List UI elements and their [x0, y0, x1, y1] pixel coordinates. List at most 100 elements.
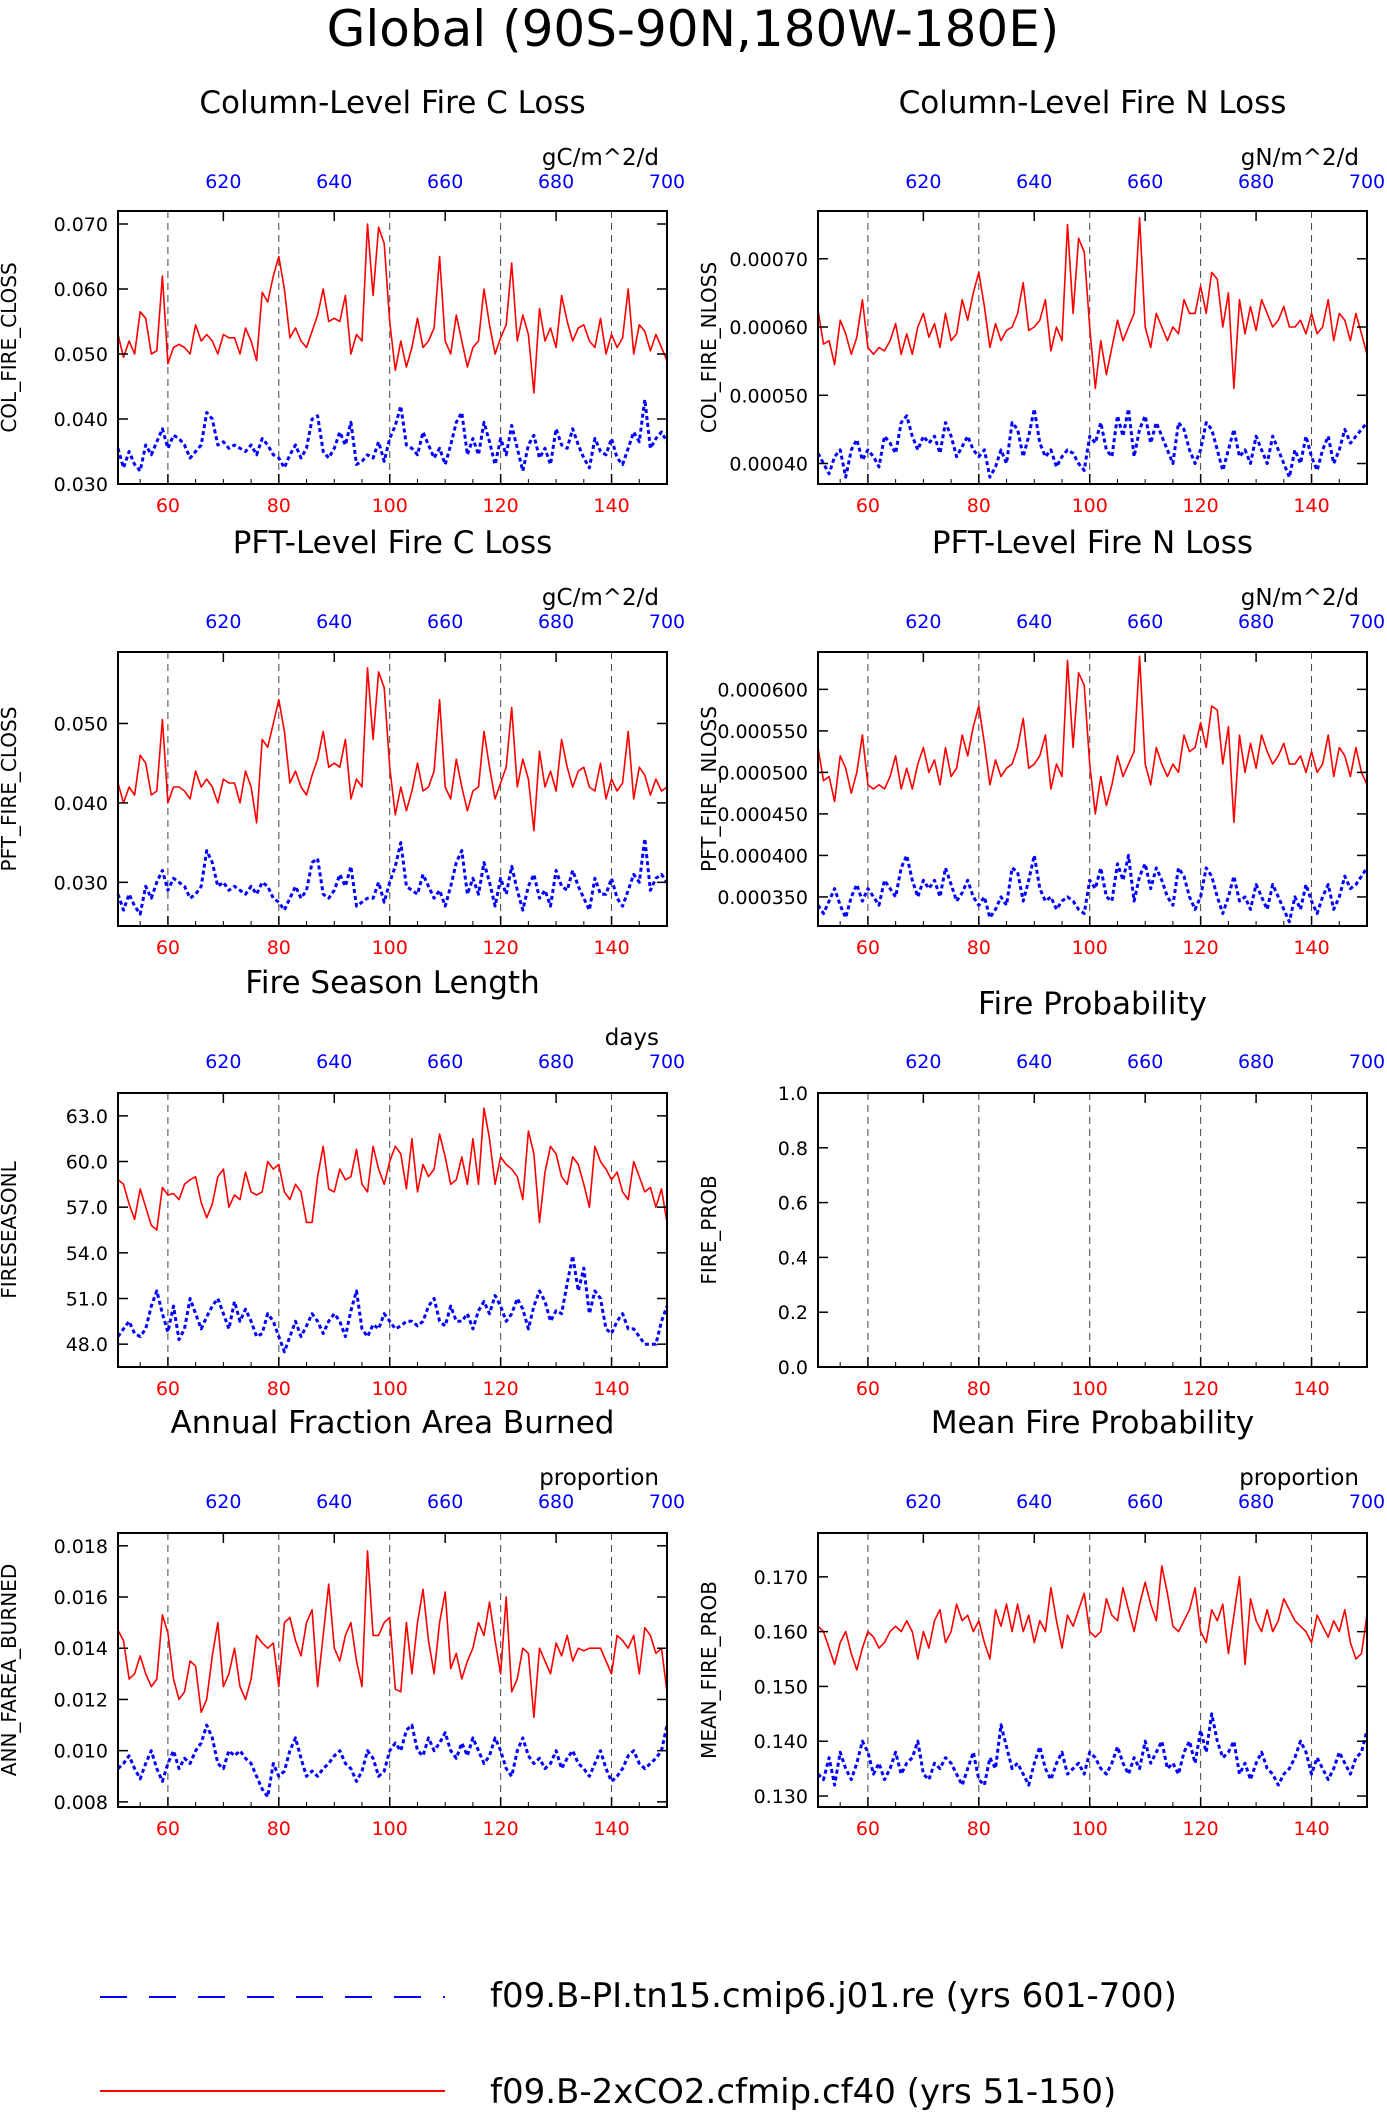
top-x-tick-label: 700: [649, 611, 685, 633]
top-x-tick-label: 680: [1238, 1491, 1274, 1513]
top-x-tick-label: 640: [1016, 611, 1052, 633]
x-tick-label: 80: [267, 937, 291, 959]
x-tick-label: 100: [372, 937, 408, 959]
top-x-tick-label: 660: [1127, 1491, 1163, 1513]
top-x-tick-label: 660: [427, 1491, 463, 1513]
y-tick-label: 0.2: [778, 1302, 808, 1324]
y-tick-label: 0.050: [54, 713, 108, 735]
chart-panel: PFT-Level Fire C Loss gC/m^2/d PFT_FIRE_CL…: [0, 525, 685, 959]
chart-panel: Annual Fraction Area Burned proportion ANN…: [0, 1405, 685, 1840]
plot-frame: [817, 1532, 1368, 1808]
chart-panels: Column-Level Fire C Loss gC/m^2/d COL_FIRE…: [0, 85, 1385, 1840]
x-tick-label: 140: [593, 495, 629, 517]
chart-panel: Fire Season Length days FIRESEASONL 60 80 100…: [0, 965, 685, 1400]
y-tick-label: 0.00040: [729, 454, 808, 476]
units-label: gN/m^2/d: [1241, 145, 1359, 171]
x-tick-label: 80: [967, 937, 991, 959]
y-axis-label: FIRE_PROB: [697, 1175, 721, 1284]
y-tick-label: 0.000500: [717, 762, 808, 784]
y-tick-label: 0.170: [754, 1567, 808, 1589]
x-tick-label: 140: [1293, 1378, 1329, 1400]
y-tick-label: 0.00050: [729, 385, 808, 407]
chart-title: Fire Season Length: [245, 965, 539, 1001]
top-x-tick-label: 680: [1238, 1051, 1274, 1073]
top-x-tick-label: 680: [538, 611, 574, 633]
y-tick-label: 0.160: [754, 1622, 808, 1644]
top-x-tick-label: 660: [427, 611, 463, 633]
y-tick-label: 0.040: [54, 793, 108, 815]
y-tick-label: 0.014: [54, 1638, 108, 1660]
x-tick-label: 140: [1293, 495, 1329, 517]
top-x-tick-label: 620: [905, 171, 941, 193]
y-tick-label: 0.008: [54, 1792, 108, 1814]
top-x-tick-label: 640: [316, 611, 352, 633]
y-tick-label: 57.0: [66, 1197, 108, 1219]
x-tick-label: 120: [1183, 1818, 1219, 1840]
top-x-tick-label: 680: [1238, 611, 1274, 633]
series-line-pi: [116, 1723, 669, 1799]
top-x-tick-label: 640: [316, 171, 352, 193]
y-tick-label: 0.6: [778, 1193, 808, 1215]
series-line-pi: [816, 1712, 1369, 1787]
y-tick-label: 1.0: [778, 1083, 808, 1105]
x-tick-label: 60: [856, 1818, 880, 1840]
chart-panel: Fire Probability FIRE_PROB 60 80 100 120 140 62…: [697, 986, 1385, 1400]
top-x-tick-label: 660: [1127, 611, 1163, 633]
y-axis-label: PFT_FIRE_NLOSS: [697, 706, 721, 872]
y-tick-label: 60.0: [66, 1152, 108, 1174]
chart-panel: PFT-Level Fire N Loss gN/m^2/d PFT_FIRE_NL…: [697, 525, 1385, 959]
x-tick-label: 120: [483, 937, 519, 959]
series-line-2xco2: [117, 223, 668, 394]
units-label: gC/m^2/d: [542, 585, 659, 611]
x-tick-label: 100: [1072, 937, 1108, 959]
x-tick-label: 140: [593, 937, 629, 959]
x-tick-label: 100: [1072, 495, 1108, 517]
x-tick-label: 60: [156, 1378, 180, 1400]
top-x-tick-label: 680: [538, 1491, 574, 1513]
y-tick-label: 0.00070: [729, 249, 808, 271]
top-x-tick-label: 700: [649, 171, 685, 193]
chart-panel: Mean Fire Probability proportion MEAN_FIRE…: [697, 1405, 1385, 1840]
series-line-2xco2: [117, 1550, 668, 1719]
units-label: gN/m^2/d: [1241, 585, 1359, 611]
y-axis-label: ANN_FAREA_BURNED: [0, 1564, 21, 1776]
plot-frame: [117, 651, 668, 927]
x-tick-label: 120: [483, 495, 519, 517]
top-x-tick-label: 700: [649, 1491, 685, 1513]
x-tick-label: 100: [1072, 1818, 1108, 1840]
x-tick-label: 60: [856, 937, 880, 959]
top-x-tick-label: 640: [1016, 1051, 1052, 1073]
y-tick-label: 54.0: [66, 1243, 108, 1265]
y-axis-label: PFT_FIRE_CLOSS: [0, 707, 21, 872]
top-x-tick-label: 700: [649, 1051, 685, 1073]
top-x-tick-label: 700: [1349, 1051, 1385, 1073]
series-line-2xco2: [817, 655, 1368, 824]
legend-label-pi: f09.B-PI.tn15.cmip6.j01.re (yrs 601-700): [490, 1976, 1177, 2016]
x-tick-label: 80: [967, 1378, 991, 1400]
y-tick-label: 0.010: [54, 1741, 108, 1763]
top-x-tick-label: 620: [905, 1491, 941, 1513]
top-x-tick-label: 680: [538, 1051, 574, 1073]
top-x-tick-label: 660: [1127, 1051, 1163, 1073]
x-tick-label: 80: [267, 1378, 291, 1400]
y-tick-label: 0.030: [54, 872, 108, 894]
x-tick-label: 80: [967, 1818, 991, 1840]
top-x-tick-label: 620: [205, 1051, 241, 1073]
series-line-pi: [116, 837, 669, 916]
y-tick-label: 0.018: [54, 1536, 108, 1558]
y-tick-label: 0.000550: [717, 721, 808, 743]
y-tick-label: 51.0: [66, 1289, 108, 1311]
series-line-2xco2: [817, 1565, 1368, 1671]
y-tick-label: 0.050: [54, 344, 108, 366]
x-tick-label: 120: [1183, 937, 1219, 959]
y-tick-label: 0.130: [754, 1786, 808, 1808]
chart-panel: Column-Level Fire N Loss gN/m^2/d COL_FIRE…: [697, 85, 1385, 517]
chart-title: Mean Fire Probability: [931, 1405, 1254, 1441]
x-tick-label: 80: [967, 495, 991, 517]
top-x-tick-label: 640: [316, 1491, 352, 1513]
x-tick-label: 60: [856, 495, 880, 517]
y-tick-label: 0.012: [54, 1689, 108, 1711]
x-tick-label: 60: [156, 937, 180, 959]
y-tick-label: 63.0: [66, 1106, 108, 1128]
